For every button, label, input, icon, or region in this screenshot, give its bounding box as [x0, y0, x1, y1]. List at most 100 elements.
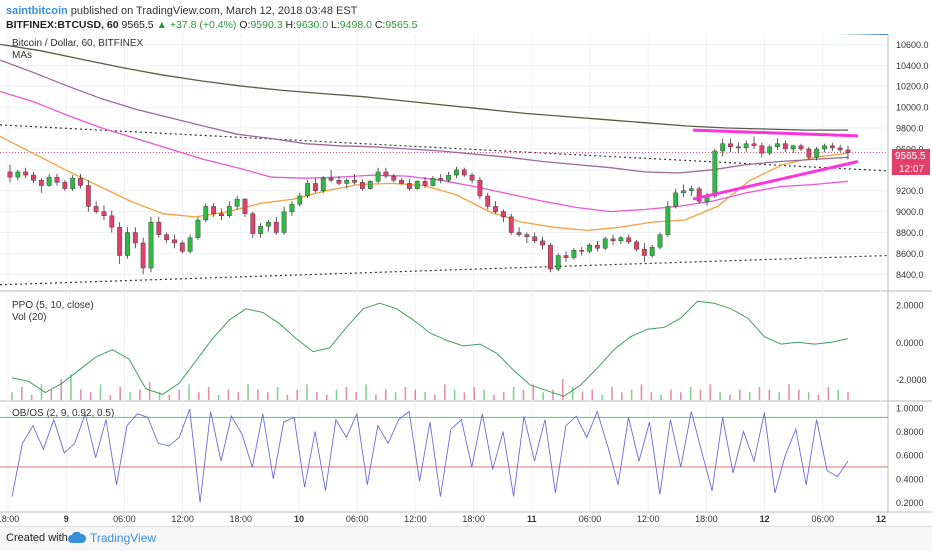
candle-body — [313, 183, 318, 191]
tradingview-logo-link[interactable]: TradingView — [68, 531, 156, 545]
candle-body — [336, 180, 342, 184]
volume-bar — [70, 374, 72, 400]
cloud-icon — [68, 532, 86, 543]
triangle-lower-line — [692, 160, 859, 201]
candle-body — [524, 234, 530, 237]
time-tick-label: 18:00 — [462, 514, 485, 524]
volume-bar — [680, 392, 682, 400]
volume-bar — [719, 392, 721, 400]
time-tick-label: 12 — [876, 514, 886, 524]
volume-bar — [89, 392, 92, 400]
volume-bar — [620, 392, 623, 400]
time-tick-label: 18:00 — [230, 514, 253, 524]
candle-body — [461, 169, 467, 176]
volume-bar — [365, 384, 367, 400]
ppo-line — [11, 300, 849, 397]
author-link[interactable]: saintbitcoin — [6, 5, 68, 17]
grid-lines — [0, 34, 932, 513]
volume-bar — [257, 389, 259, 400]
candle-body — [328, 177, 334, 181]
publish-text: published on TradingView.com, March 12, … — [70, 5, 358, 17]
candle-body — [806, 148, 812, 158]
volume-bar — [512, 387, 515, 400]
candle-body — [728, 143, 733, 148]
candle-body — [172, 239, 177, 244]
volume-bar — [463, 392, 466, 400]
time-tick-label: 06:00 — [812, 514, 835, 524]
candle-body — [23, 171, 29, 176]
price-tick-label: 10000.0 — [896, 103, 929, 113]
volume-bar — [217, 394, 220, 400]
candle-body — [391, 175, 397, 181]
volume-bar — [699, 389, 702, 400]
candle-body — [156, 221, 162, 235]
candle-body — [15, 171, 21, 178]
volume-bar — [670, 389, 672, 400]
moving-average-line — [0, 59, 849, 174]
drawn-trendlines[interactable] — [0, 34, 889, 286]
candle-body — [712, 150, 718, 197]
chart-canvas[interactable]: Bitcoin / Dollar, 60, BITFINEX MAs PPO (… — [0, 34, 932, 526]
volume-bar — [80, 389, 82, 400]
ppo-tick-label: 0.0000 — [896, 338, 924, 348]
candle-body — [407, 183, 412, 189]
price-tick-label: 10400.0 — [896, 61, 929, 71]
triangle-pattern[interactable] — [692, 128, 859, 201]
candle-body — [735, 146, 741, 149]
candle-body — [78, 177, 83, 186]
candle-body — [688, 188, 694, 191]
candle-body — [101, 211, 107, 217]
ppo-pane-title: PPO (5, 10, close) — [12, 300, 94, 311]
volume-bar — [109, 394, 112, 400]
candle-body — [657, 234, 663, 248]
volume-bar — [414, 389, 417, 400]
volume-bar — [453, 389, 456, 400]
candle-body — [54, 176, 60, 183]
volume-bars — [11, 374, 849, 400]
candle-body — [195, 219, 201, 238]
time-tick-label: 12:00 — [637, 514, 660, 524]
volume-bar — [276, 387, 279, 400]
candle-body — [414, 181, 420, 189]
candle-body — [837, 147, 843, 151]
volume-bar — [434, 394, 436, 400]
obos-pane-title: OB/OS (2, 9, 0.92, 0.5) — [12, 408, 114, 419]
price-axis[interactable]: 10600.010400.010200.010000.09800.09600.0… — [896, 40, 929, 508]
volume-bar — [306, 384, 308, 400]
candle-body — [454, 169, 459, 176]
volume-bar — [640, 384, 643, 400]
volume-bar — [404, 387, 407, 400]
candle-body — [649, 246, 655, 256]
open-label: O: — [239, 19, 251, 31]
candle-body — [767, 146, 773, 154]
candle-body — [211, 206, 217, 214]
candle-body — [594, 244, 600, 249]
candle-body — [540, 240, 545, 246]
candle-body — [477, 180, 483, 197]
volume-bar — [571, 387, 574, 400]
candle-body — [438, 177, 444, 181]
candle-body — [289, 204, 295, 212]
candle-body — [845, 149, 851, 153]
candle-body — [140, 242, 146, 269]
volume-bar — [502, 392, 505, 400]
volume-bar — [394, 392, 397, 400]
time-axis[interactable]: 18:00 9 06:00 12:00 18:00 10 06:00 12:00 18:00 11… — [0, 514, 886, 524]
candle-body — [281, 211, 287, 233]
volume-bar — [375, 394, 377, 400]
low-value: 9498.0 — [339, 19, 372, 31]
volume-bar — [788, 384, 790, 400]
candle-body — [93, 206, 99, 212]
candle-body — [822, 145, 827, 150]
volume-bar — [198, 392, 200, 400]
time-tick-label: 12 — [760, 514, 770, 524]
candle-body — [109, 215, 115, 228]
time-tick-label: 06:00 — [113, 514, 136, 524]
price-tick-label: 10200.0 — [896, 82, 929, 92]
candle-body — [344, 180, 350, 184]
last-price-tag-text: 9565.5 — [895, 151, 926, 162]
candle-body — [297, 195, 303, 205]
volume-bar — [729, 394, 731, 400]
candle-body — [485, 195, 491, 207]
time-tick-label: 12:00 — [404, 514, 427, 524]
